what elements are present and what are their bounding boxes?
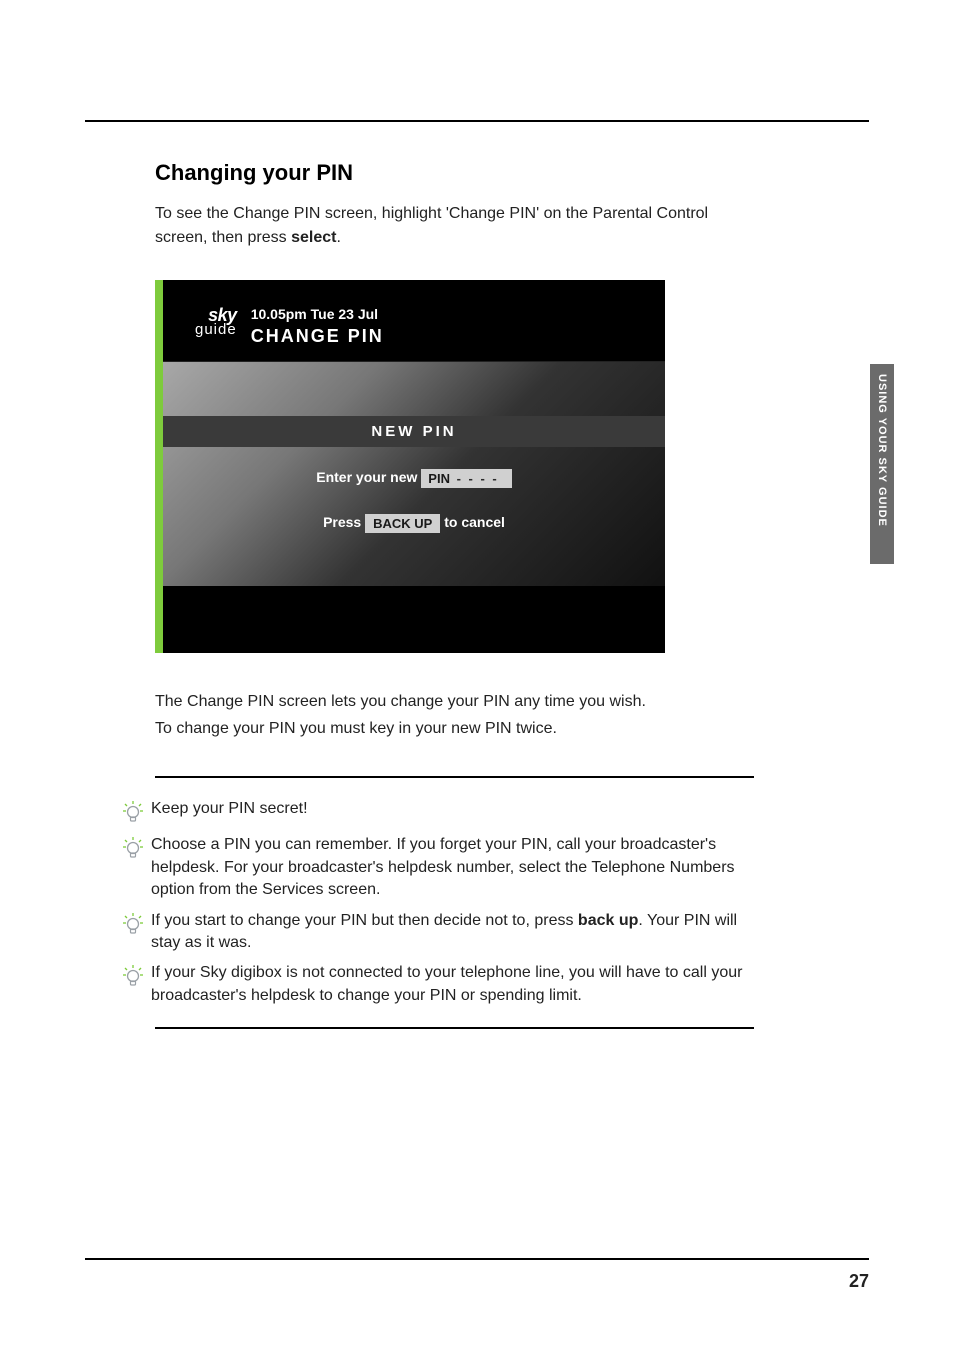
- tip-item: Keep your PIN secret!: [115, 798, 754, 826]
- tip-bold: back up: [578, 912, 638, 929]
- tv-timestamp: 10.05pm Tue 23 Jul: [251, 306, 384, 322]
- intro-bold: select: [291, 229, 336, 246]
- intro-post: .: [336, 229, 340, 246]
- lightbulb-icon: [115, 910, 151, 938]
- enter-pin-row: Enter your new PIN - - - -: [163, 469, 665, 488]
- tip-item: If your Sky digibox is not connected to …: [115, 962, 754, 1007]
- pin-chip: PIN - - - -: [421, 469, 511, 488]
- cancel-suffix: to cancel: [444, 514, 505, 530]
- tip-text: If your Sky digibox is not connected to …: [151, 962, 754, 1007]
- tip-item: Choose a PIN you can remember. If you fo…: [115, 834, 754, 901]
- tips-block: Keep your PIN secret! Choose a PIN you c…: [155, 776, 754, 1029]
- intro-pre: To see the Change PIN screen, highlight …: [155, 205, 708, 246]
- lightbulb-icon: [115, 834, 151, 862]
- enter-pin-prefix: Enter your new: [316, 469, 417, 485]
- after-tv-text: The Change PIN screen lets you change yo…: [155, 688, 754, 742]
- pin-placeholder: - - - -: [454, 471, 505, 486]
- cancel-prefix: Press: [323, 514, 361, 530]
- page-number: 27: [849, 1271, 869, 1292]
- tv-body: NEW PIN Enter your new PIN - - - - Press…: [163, 361, 665, 586]
- bottom-rule: [85, 1258, 869, 1260]
- lightbulb-icon: [115, 798, 151, 826]
- cancel-row: Press BACK UP to cancel: [163, 514, 665, 533]
- tip-item: If you start to change your PIN but then…: [115, 910, 754, 955]
- content-area: Changing your PIN To see the Change PIN …: [155, 160, 754, 1029]
- after-tv-line2: To change your PIN you must key in your …: [155, 715, 754, 742]
- page-heading: Changing your PIN: [155, 160, 754, 186]
- tv-screenshot: sky guide 10.05pm Tue 23 Jul CHANGE PIN …: [155, 280, 665, 653]
- side-tab-label: USING YOUR SKY GUIDE: [876, 374, 888, 527]
- after-tv-line1: The Change PIN screen lets you change yo…: [155, 688, 754, 715]
- tip-pre: If you start to change your PIN but then…: [151, 912, 578, 929]
- side-tab: USING YOUR SKY GUIDE: [870, 364, 894, 564]
- tv-header: sky guide 10.05pm Tue 23 Jul CHANGE PIN: [163, 280, 665, 361]
- intro-paragraph: To see the Change PIN screen, highlight …: [155, 202, 754, 250]
- tv-brand-guide: guide: [195, 322, 237, 337]
- tip-text: If you start to change your PIN but then…: [151, 910, 754, 955]
- tip-text: Choose a PIN you can remember. If you fo…: [151, 834, 754, 901]
- tv-title-block: 10.05pm Tue 23 Jul CHANGE PIN: [251, 306, 384, 347]
- tv-footer: [163, 586, 665, 639]
- new-pin-bar: NEW PIN: [163, 416, 665, 447]
- top-rule: [85, 120, 869, 122]
- pin-chip-label: PIN: [428, 471, 450, 486]
- document-page: USING YOUR SKY GUIDE Changing your PIN T…: [0, 0, 954, 1356]
- backup-chip: BACK UP: [365, 514, 440, 533]
- lightbulb-icon: [115, 962, 151, 990]
- tip-text: Keep your PIN secret!: [151, 798, 308, 820]
- tv-brand: sky guide: [195, 306, 237, 337]
- tv-screen-title: CHANGE PIN: [251, 326, 384, 347]
